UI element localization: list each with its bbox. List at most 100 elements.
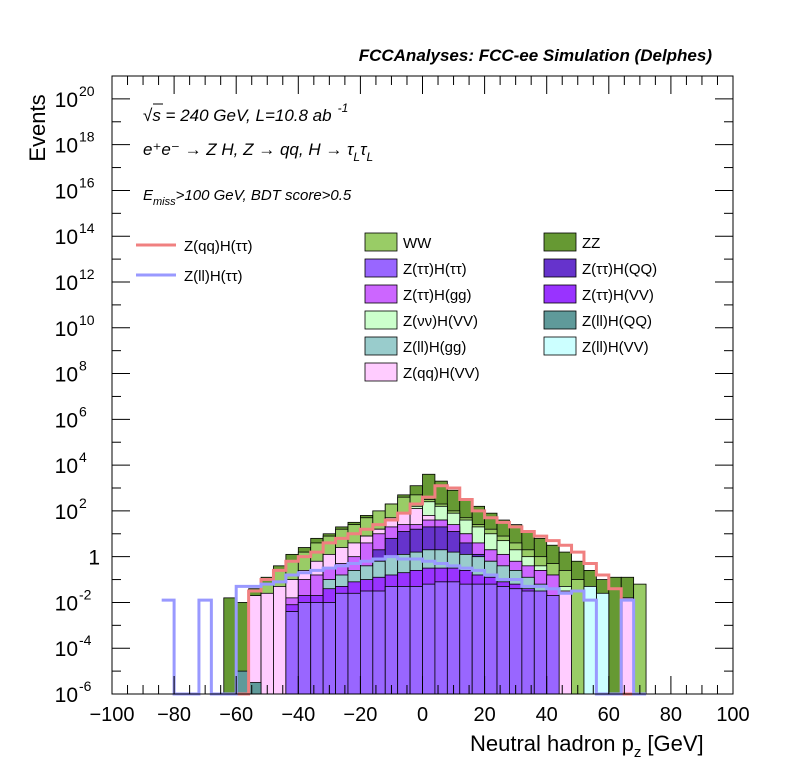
y-tick-exponent: -6: [79, 678, 92, 694]
bar-z-ll-h-vv: [595, 592, 610, 695]
y-tick-exponent: 14: [79, 220, 95, 236]
legend-swatch-z-h-qq: [543, 258, 577, 278]
y-tick-label: 10: [55, 364, 78, 387]
bar-z-h: [372, 590, 386, 695]
legend-label: ZZ: [582, 235, 600, 252]
bar-z-h: [359, 590, 374, 695]
bar-z-h: [347, 592, 361, 695]
legend-label: Z(ττ)H(QQ): [582, 261, 657, 278]
legend-swatch-z-h-vv: [543, 284, 577, 304]
legend-label: Z(ττ)H(VV): [582, 287, 654, 304]
bar-zz: [223, 597, 237, 695]
x-tick-label: −60: [219, 704, 253, 726]
bar-z-h: [496, 586, 510, 695]
x-axis-title: Neutral hadron pz [GeV]: [470, 731, 704, 761]
bar-z-ll-h-qq: [248, 682, 262, 695]
bar-z-h: [434, 581, 448, 695]
line-z-qq-h: [223, 484, 647, 696]
process-tail: τ: [360, 140, 368, 159]
y-tick-exponent: -2: [79, 586, 92, 602]
bar-z-ll-h-qq: [235, 670, 250, 695]
y-tick-exponent: 10: [79, 312, 95, 328]
bar-z-h: [484, 583, 498, 695]
bar-zz: [608, 576, 622, 695]
legend-swatch-z-qq-h-vv: [364, 362, 398, 382]
bar-z-h: [322, 602, 336, 695]
legend-label: Z(ll)H(VV): [582, 339, 649, 356]
y-tick-exponent: 16: [79, 174, 95, 190]
bar-z-h: [471, 583, 485, 695]
bar-z-h: [297, 602, 312, 695]
x-tick-label: 80: [660, 704, 682, 726]
legend-swatch-zz: [543, 232, 577, 252]
legend-swatch-z-h-gg: [364, 284, 398, 304]
legend-swatch-z-h: [364, 258, 398, 278]
y-tick-label: 10: [55, 226, 78, 249]
energy-lumi-exponent: -1: [338, 101, 349, 115]
bar-z-h: [422, 583, 436, 695]
x-axis-title-unit: [GeV]: [647, 731, 703, 756]
x-tick-label: 0: [417, 704, 428, 726]
cuts-sub: miss: [153, 196, 176, 208]
bar-z-h: [335, 592, 349, 695]
legend-label: Z(qq)H(VV): [403, 365, 480, 382]
legend-swatch-z-ll-h-gg: [364, 336, 398, 356]
y-tick-exponent: 6: [79, 403, 87, 419]
y-tick-label: 10: [55, 684, 78, 707]
overlay-lines: [161, 484, 647, 696]
y-tick-label: 10: [55, 409, 78, 432]
bar-z-h: [533, 590, 548, 695]
bar-ww: [571, 579, 585, 695]
y-tick-exponent: 4: [79, 449, 87, 465]
bar-z-h: [285, 611, 299, 695]
x-tick-label: 100: [716, 704, 749, 726]
y-tick-exponent: 18: [79, 129, 95, 145]
legend-label: Z(ττ)H(ττ): [403, 261, 467, 278]
bar-z-qq-h-vv: [558, 590, 572, 695]
process-text: e⁺e⁻ → Z H, Z → qq, H → τ: [143, 140, 355, 159]
x-tick-label: −80: [157, 704, 191, 726]
energy-lumi-text: √s = 240 GeV, L=10.8 ab: [143, 106, 332, 125]
bar-z-h: [397, 586, 411, 695]
cuts-e: E: [143, 187, 154, 204]
annotation-process: e⁺e⁻ → Z H, Z → qq, H → τLτL: [143, 140, 373, 164]
legend-label: Z(νν)H(VV): [403, 313, 478, 330]
axes: −100 −80 −60 −40 −20 0 20 40 60 80 10010-610-410-2…: [55, 75, 750, 726]
x-tick-label: 40: [536, 704, 558, 726]
bar-z-h: [509, 588, 523, 695]
y-tick-label: 10: [55, 135, 78, 158]
y-tick-label: 10: [55, 455, 78, 478]
legend-label: Z(ll)H(gg): [403, 339, 466, 356]
svg-text:Neutral hadron pz[GeV]: Neutral hadron pz [GeV]: [470, 731, 704, 761]
bar-z-qq-h-vv: [260, 592, 274, 695]
legend-label: WW: [403, 235, 432, 252]
x-tick-label: 20: [473, 704, 495, 726]
bar-z-ll-h-vv: [583, 586, 597, 695]
cuts-rest: >100 GeV, BDT score>0.5: [176, 187, 352, 204]
y-tick-label: 10: [55, 638, 78, 661]
header-title: FCCAnalyses: FCC-ee Simulation (Delphes): [359, 46, 713, 65]
legend-swatch-z-ll-h-vv: [543, 336, 577, 356]
x-tick-label: −20: [343, 704, 377, 726]
bar-z-h: [546, 595, 560, 695]
y-tick-exponent: 2: [79, 495, 87, 511]
svg-text:Emiss>100 GeV, BDT score>0.5: Emiss>100 GeV, BDT score>0.5: [143, 187, 352, 208]
y-tick-label: 10: [55, 272, 78, 295]
legend-swatch-z-h-vv: [364, 310, 398, 330]
y-tick-exponent: 20: [79, 83, 95, 99]
svg-text:e⁺e⁻ → Z H, Z → qq, H → τLτL: e⁺e⁻ → Z H, Z → qq, H → τLτL: [143, 140, 373, 164]
process-sub: L: [353, 150, 360, 164]
bar-z-h: [446, 581, 461, 695]
annotation-cuts: Emiss>100 GeV, BDT score>0.5: [143, 187, 352, 208]
x-axis-title-main: Neutral hadron p: [470, 731, 634, 756]
y-tick-exponent: -4: [79, 632, 92, 648]
legend: Z(qq)H(ττ) Z(ll)H(ττ) WW Z(ττ)H(ττ) Z(ττ)H(g…: [136, 232, 657, 382]
bar-z-h: [521, 590, 535, 695]
svg-text:√s = 240 GeV, L=10.8 ab-1: √s = 240 GeV, L=10.8 ab -1: [143, 101, 348, 125]
legend-label: Z(ττ)H(gg): [403, 287, 472, 304]
process-sub2: L: [366, 150, 373, 164]
y-tick-label: 10: [55, 501, 78, 524]
y-tick-exponent: 8: [79, 358, 87, 374]
bar-z-qq-h-vv: [248, 595, 262, 695]
y-tick-label: 10: [55, 592, 78, 615]
